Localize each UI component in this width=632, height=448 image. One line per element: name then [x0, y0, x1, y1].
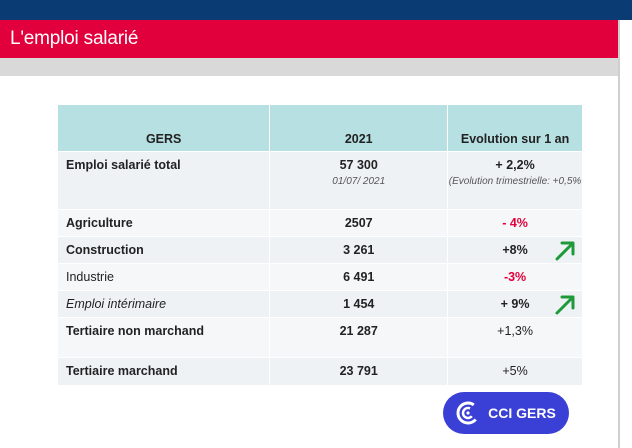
side-divider [618, 20, 620, 448]
header-year: 2021 [269, 105, 449, 152]
table-row-total: Emploi salarié total 57 300 01/07/ 2021 … [58, 151, 583, 210]
row-label: Tertiaire non marchand [58, 317, 271, 358]
page-title: L'emploi salarié [0, 20, 618, 58]
row-evolution-cell: +8% [447, 236, 583, 264]
row-label: Construction [58, 236, 271, 264]
row-evolution: + 2,2% [495, 157, 535, 172]
row-evolution: -3% [447, 263, 583, 291]
table-row-tertiaire-non-marchand: Tertiaire non marchand 21 287 +1,3% [58, 317, 583, 358]
row-value: 6 491 [269, 263, 449, 291]
arrow-up-right-icon [555, 295, 575, 314]
header-area: GERS [58, 105, 271, 152]
header-divider [0, 58, 618, 76]
table-row-construction: Construction 3 261 +8% [58, 236, 583, 264]
row-evolution: +8% [502, 242, 528, 257]
row-evolution-cell: + 2,2% (Evolution trimestrielle: +0,5% [447, 151, 583, 210]
arrow-up-right-icon [555, 241, 575, 260]
cci-logo-icon [456, 401, 480, 425]
row-value-cell: 57 300 01/07/ 2021 [269, 151, 449, 210]
row-label: Industrie [58, 263, 271, 291]
row-value: 1 454 [269, 290, 449, 318]
row-evolution-note: (Evolution trimestrielle: +0,5% [448, 175, 582, 187]
top-band [0, 0, 632, 20]
row-value-date: 01/07/ 2021 [332, 175, 386, 187]
table-row-industrie: Industrie 6 491 -3% [58, 263, 583, 291]
row-evolution-cell: + 9% [447, 290, 583, 318]
row-label: Tertiaire marchand [58, 357, 271, 386]
table-row-interim: Emploi intérimaire 1 454 + 9% [58, 290, 583, 318]
row-evolution: - 4% [447, 209, 583, 237]
table-row-tertiaire-marchand: Tertiaire marchand 23 791 +5% [58, 357, 583, 386]
row-value: 3 261 [269, 236, 449, 264]
row-label: Agriculture [58, 209, 271, 237]
row-label: Emploi salarié total [58, 151, 271, 210]
cci-gers-badge[interactable]: CCI GERS [443, 392, 569, 434]
employment-table: GERS 2021 Evolution sur 1 an Emploi sala… [58, 105, 583, 386]
row-label: Emploi intérimaire [58, 290, 271, 318]
row-value: 23 791 [269, 357, 449, 386]
row-value: 21 287 [269, 317, 449, 358]
employment-table-container: GERS 2021 Evolution sur 1 an Emploi sala… [58, 105, 583, 386]
row-evolution: + 9% [500, 296, 530, 311]
header-evolution: Evolution sur 1 an [447, 105, 583, 152]
row-value: 57 300 [339, 157, 378, 172]
row-evolution: +1,3% [447, 317, 583, 358]
row-evolution: +5% [447, 357, 583, 386]
cci-gers-label: CCI GERS [488, 405, 556, 421]
table-row-agriculture: Agriculture 2507 - 4% [58, 209, 583, 237]
row-value: 2507 [269, 209, 449, 237]
